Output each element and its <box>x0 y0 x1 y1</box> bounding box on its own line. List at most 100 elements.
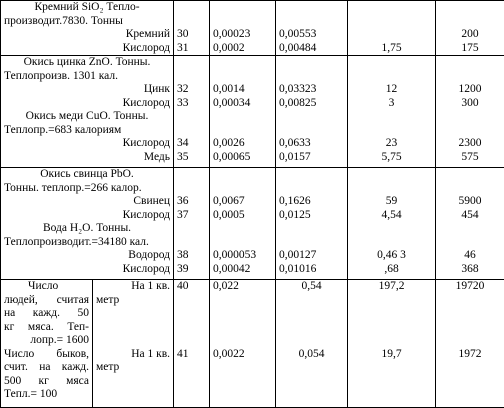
section-label-cell: Кремний SiO₂ Тепло- производит.7830. Тон… <box>1 1 174 56</box>
value-c: 4,54 <box>351 209 432 223</box>
unit-line: На 1 кв. <box>96 280 170 294</box>
value-b: 0,54 <box>279 280 344 294</box>
section-title: Окись свинца PbO. <box>4 168 170 182</box>
value-b-cell: 0,54 0,054 <box>276 280 348 408</box>
unit-line: метр <box>96 294 170 308</box>
element-name: Кислород <box>4 42 170 56</box>
row-number: 39 <box>177 263 206 277</box>
value-a-cell: 0,0067 0,0005 0,000053 0,00042 <box>210 168 276 280</box>
value-a: 0,0022 <box>213 348 272 362</box>
section-label-cell: Окись свинца PbO. Тонны. теплопр.=266 ка… <box>1 168 174 280</box>
element-name: Водород <box>4 249 170 263</box>
value-c: 1,75 <box>351 42 432 56</box>
value-b-cell: 0,03323 0,00825 0,0633 0,0157 <box>276 56 348 168</box>
value-b: 0,00553 <box>279 28 344 42</box>
value-b-cell: 0,00553 0,00484 <box>276 1 348 56</box>
section-zinc-copper: Окись цинка ZnO. Тонны. Теплопроизв. 130… <box>1 56 504 168</box>
value-c-cell: 197,2 19,7 <box>348 280 436 408</box>
value-a-cell: 0,022 0,0022 <box>210 280 276 408</box>
element-name: Кислород <box>4 97 170 111</box>
value-a: 0,022 <box>213 280 272 294</box>
value-c: 197,2 <box>351 280 432 294</box>
desc-line: счит. на кажд. <box>4 361 89 375</box>
value-d-cell: 1200 300 2300 575 <box>436 56 504 168</box>
value-d: 300 <box>439 97 501 111</box>
value-b: 0,0157 <box>279 151 344 165</box>
row-number: 30 <box>177 28 206 42</box>
value-d: 200 <box>439 28 501 42</box>
section-population: Число людей, считая на кажд. 50 кг мяса.… <box>1 280 504 408</box>
section-title: Тонны. теплопр.=266 калор. <box>4 182 170 196</box>
value-b: 0,1626 <box>279 195 344 209</box>
row-number: 32 <box>177 83 206 97</box>
value-c-cell: 1,75 <box>348 1 436 56</box>
section-silicon: Кремний SiO₂ Тепло- производит.7830. Тон… <box>1 1 504 56</box>
value-d: 454 <box>439 209 501 223</box>
element-name: Медь <box>4 151 170 165</box>
element-name: Кремний <box>4 28 170 42</box>
unit-line: метр <box>96 361 170 375</box>
value-d: 575 <box>439 151 501 165</box>
row-number: 35 <box>177 151 206 165</box>
desc-line: на кажд. 50 <box>4 307 89 321</box>
number-cell: 30 31 <box>174 1 210 56</box>
value-b: 0,01016 <box>279 263 344 277</box>
value-b: 0,054 <box>279 348 344 362</box>
desc-line: Число быков, <box>4 348 89 362</box>
value-a: 0,00042 <box>213 263 272 277</box>
value-a: 0,00065 <box>213 151 272 165</box>
desc-line: Тепл.= 100 <box>4 388 89 402</box>
value-a: 0,00023 <box>213 28 272 42</box>
number-cell: 32 33 34 35 <box>174 56 210 168</box>
value-a: 0,00034 <box>213 97 272 111</box>
value-c: 23 <box>351 137 432 151</box>
value-d: 2300 <box>439 137 501 151</box>
value-d: 1972 <box>439 348 501 362</box>
value-d: 1200 <box>439 83 501 97</box>
section-title: Теплопроизв. 1301 кал. <box>4 70 170 84</box>
desc-line: Число <box>4 280 89 294</box>
row-number: 41 <box>177 348 206 362</box>
value-b: 0,0125 <box>279 209 344 223</box>
row-number: 34 <box>177 137 206 151</box>
value-a-cell: 0,00023 0,0002 <box>210 1 276 56</box>
number-cell: 40 41 <box>174 280 210 408</box>
value-a: 0,0002 <box>213 42 272 56</box>
value-a: 0,0005 <box>213 209 272 223</box>
value-d-cell: 19720 1972 <box>436 280 504 408</box>
unit-cell: На 1 кв. метр На 1 кв. метр <box>93 280 174 408</box>
value-c: 0,46 3 <box>351 249 432 263</box>
section-title: Окись цинка ZnO. Тонны. <box>4 56 170 70</box>
value-b: 0,00127 <box>279 249 344 263</box>
value-c: 12 <box>351 83 432 97</box>
section-title: производит.7830. Тонны <box>4 15 170 29</box>
number-cell: 36 37 38 39 <box>174 168 210 280</box>
value-c: 19,7 <box>351 348 432 362</box>
element-name: Кислород <box>4 263 170 277</box>
value-b-cell: 0,1626 0,0125 0,00127 0,01016 <box>276 168 348 280</box>
desc-line: лопр.= 1600 <box>4 334 89 348</box>
element-name: Цинк <box>4 83 170 97</box>
section-subtitle: Вода H₂O. Тонны. <box>4 222 170 236</box>
value-a: 0,0026 <box>213 137 272 151</box>
value-d: 175 <box>439 42 501 56</box>
value-c: 3 <box>351 97 432 111</box>
element-name: Кислород <box>4 209 170 223</box>
unit-line: На 1 кв. <box>96 348 170 362</box>
value-d: 46 <box>439 249 501 263</box>
section-subtitle: Теплопр.=683 калориям <box>4 124 170 138</box>
value-b: 0,03323 <box>279 83 344 97</box>
row-number: 31 <box>177 42 206 56</box>
desc-cell: Число людей, считая на кажд. 50 кг мяса.… <box>1 280 93 408</box>
value-b: 0,00484 <box>279 42 344 56</box>
section-subtitle: Окись меди CuO. Тонны. <box>4 110 170 124</box>
desc-line: людей, считая <box>4 294 89 308</box>
value-d: 368 <box>439 263 501 277</box>
value-d-cell: 5900 454 46 368 <box>436 168 504 280</box>
value-c-cell: 12 3 23 5,75 <box>348 56 436 168</box>
element-name: Кислород <box>4 137 170 151</box>
section-label-cell: Окись цинка ZnO. Тонны. Теплопроизв. 130… <box>1 56 174 168</box>
value-c-cell: 59 4,54 0,46 3 ,68 <box>348 168 436 280</box>
value-d-cell: 200 175 <box>436 1 504 56</box>
